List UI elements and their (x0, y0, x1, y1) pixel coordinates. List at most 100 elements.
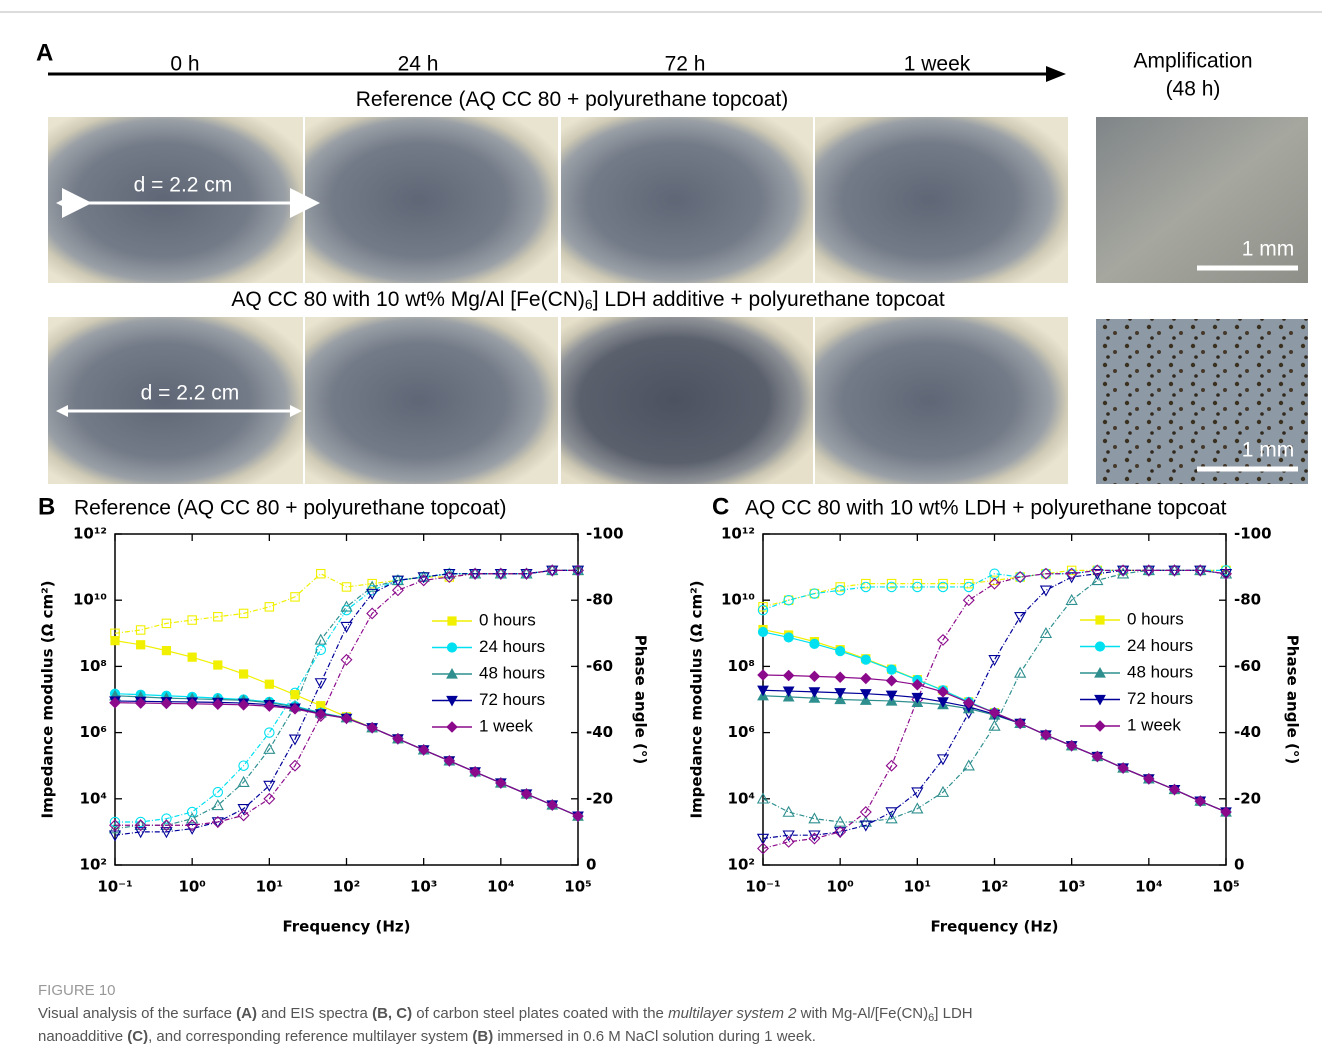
marker (162, 646, 170, 654)
marker (861, 655, 870, 664)
marker (265, 728, 274, 737)
marker (964, 582, 973, 591)
x-tick-label: 10³ (410, 878, 437, 896)
series (110, 691, 583, 821)
panel-letter: B (38, 493, 55, 520)
legend-marker (1096, 616, 1104, 624)
y2-axis-title: Phase angle (°) (1284, 635, 1302, 764)
marker (187, 807, 196, 816)
marker (265, 680, 273, 688)
y-tick-label: 10⁸ (80, 657, 107, 675)
x-tick-label: 10⁵ (564, 878, 591, 896)
marker (136, 641, 144, 649)
y2-tick-label: 0 (586, 856, 596, 874)
marker (861, 673, 871, 683)
legend-label: 72 hours (1127, 689, 1193, 708)
caption-text: (B, C) (372, 1005, 412, 1022)
photo-row (48, 117, 1308, 283)
marker (1015, 613, 1025, 622)
series (758, 566, 1230, 615)
caption-text: Visual analysis of the surface (38, 1005, 236, 1022)
marker (758, 627, 767, 636)
caption-text: (B) (472, 1028, 493, 1045)
x-tick-label: 10⁵ (1212, 878, 1239, 896)
x-tick-label: 10¹ (256, 878, 283, 896)
y2-tick-label: -40 (1234, 723, 1261, 741)
y-axis-title: Impedance modulus (Ω cm²) (688, 580, 706, 818)
marker (238, 810, 248, 820)
marker (341, 655, 351, 665)
chart: BReference (AQ CC 80 + polyurethane topc… (38, 493, 650, 935)
x-tick-label: 10³ (1058, 878, 1085, 896)
legend-label: 48 hours (479, 663, 545, 682)
y2-tick-label: -80 (1234, 591, 1261, 609)
marker (214, 661, 222, 669)
x-tick-label: 10⁰ (826, 878, 853, 896)
marker (886, 675, 896, 685)
caption-text: immersed in 0.6 M NaCl solution during 1… (493, 1028, 816, 1045)
time-label: 0 h (170, 53, 199, 76)
marker (188, 653, 196, 661)
caption-label: FIGURE 10 (38, 982, 116, 999)
photo (561, 117, 813, 283)
caption-text: of carbon steel plates coated with the (412, 1005, 668, 1022)
caption-text: ] LDH (934, 1005, 972, 1022)
time-label: 72 h (665, 53, 706, 76)
marker (809, 671, 819, 681)
y-tick-label: 10¹² (73, 525, 107, 543)
x-tick-label: 10¹ (904, 878, 931, 896)
x-axis-title: Frequency (Hz) (930, 918, 1058, 936)
photo (305, 117, 558, 283)
caption-text: (C) (127, 1028, 148, 1045)
y2-tick-label: -20 (586, 789, 613, 807)
legend-marker (448, 617, 456, 625)
y-tick-label: 10⁸ (728, 657, 755, 675)
caption-text: and EIS spectra (257, 1005, 372, 1022)
y-tick-label: 10⁶ (80, 723, 107, 741)
diameter-label: d = 2.2 cm (134, 174, 233, 197)
amplification-label: (48 h) (1166, 78, 1221, 101)
time-label: 1 week (904, 53, 971, 76)
marker (912, 788, 922, 797)
caption-text: nanoadditive (38, 1028, 127, 1045)
row-title-text: AQ CC 80 with 10 wt% Mg/Al [Fe(CN) (231, 288, 585, 311)
legend-label: 24 hours (479, 637, 545, 656)
photo (48, 117, 303, 283)
y-tick-label: 10¹⁰ (721, 591, 755, 609)
photo (561, 317, 813, 484)
marker (964, 761, 974, 770)
caption-text: with Mg-Al/[Fe(CN) (796, 1005, 928, 1022)
chart: CAQ CC 80 with 10 wt% LDH + polyurethane… (688, 493, 1302, 935)
legend-marker (447, 722, 457, 732)
x-tick-label: 10⁴ (487, 878, 514, 896)
marker (835, 646, 844, 655)
y2-tick-label: -60 (586, 657, 613, 675)
x-tick-label: 10² (981, 878, 1008, 896)
y2-tick-label: -40 (586, 723, 613, 741)
marker (810, 639, 819, 648)
x-tick-label: 10⁻¹ (97, 878, 132, 896)
panel-letter: A (36, 39, 53, 66)
y-tick-label: 10⁶ (728, 723, 755, 741)
row-title-text: ] LDH additive + polyurethane topcoat (593, 288, 945, 311)
legend-label: 24 hours (1127, 636, 1193, 655)
x-tick-label: 10⁴ (1135, 878, 1162, 896)
marker (239, 670, 247, 678)
diameter-label: d = 2.2 cm (141, 382, 240, 405)
x-tick-label: 10⁰ (178, 878, 205, 896)
marker (835, 672, 845, 682)
marker (784, 633, 793, 642)
caption-line: nanoadditive (C), and corresponding refe… (38, 1028, 816, 1045)
x-tick-label: 10² (333, 878, 360, 896)
legend-label: 1 week (1127, 715, 1181, 734)
y2-tick-label: -80 (586, 591, 613, 609)
amplification-label: Amplification (1133, 50, 1252, 73)
timeline-arrowhead (1046, 66, 1066, 82)
y2-tick-label: -100 (586, 525, 624, 543)
legend-marker (1095, 642, 1104, 651)
caption-text: multilayer system 2 (668, 1005, 797, 1022)
panel-letter: C (712, 493, 729, 520)
scale-label: 1 mm (1242, 238, 1295, 261)
y-tick-label: 10⁴ (728, 789, 755, 807)
legend-label: 48 hours (1127, 662, 1193, 681)
